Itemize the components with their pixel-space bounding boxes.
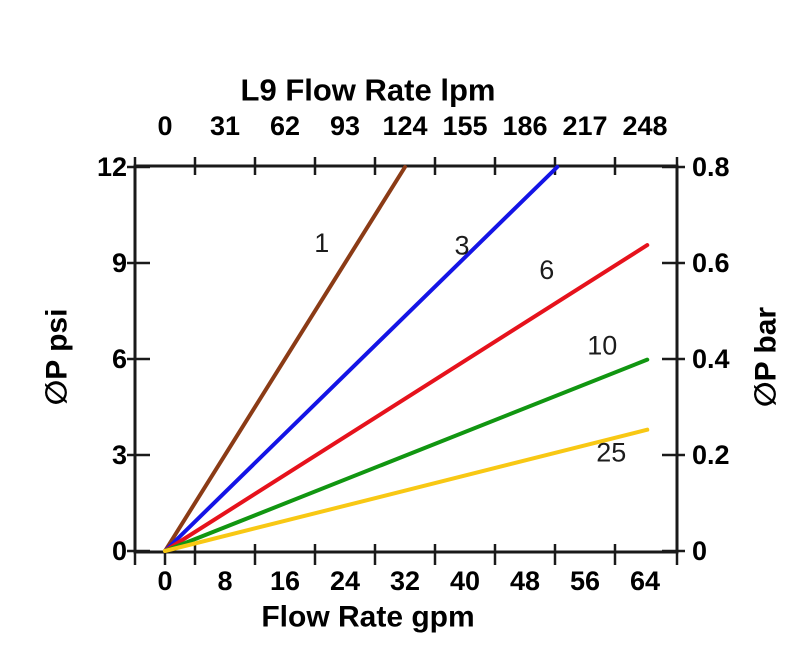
x-top-tick-label: 62 — [270, 111, 300, 141]
x-top-tick-label: 217 — [562, 111, 607, 141]
x-bottom-tick-label: 64 — [630, 566, 660, 596]
y-left-tick-label: 0 — [112, 536, 127, 566]
series-label-1: 1 — [314, 228, 329, 258]
series-label-6: 6 — [539, 255, 554, 285]
y-right-tick-label: 0 — [692, 536, 707, 566]
y-left-tick-label: 6 — [112, 344, 127, 374]
y-left-axis-title: ∅P psi — [41, 309, 74, 406]
x-top-tick-label: 186 — [502, 111, 547, 141]
x-axis-title: Flow Rate gpm — [261, 601, 474, 634]
series-label-25: 25 — [596, 437, 626, 467]
x-bottom-tick-label: 0 — [157, 566, 172, 596]
series-line-1 — [163, 165, 407, 553]
x-top-tick-label: 31 — [210, 111, 240, 141]
y-right-axis-title: ∅P bar — [750, 307, 783, 408]
x-bottom-tick-label: 40 — [450, 566, 480, 596]
x-bottom-tick-label: 16 — [270, 566, 300, 596]
series-line-10 — [163, 357, 650, 553]
y-right-tick-label: 0.8 — [692, 152, 730, 182]
x-bottom-tick-label: 32 — [390, 566, 420, 596]
y-left-tick-label: 12 — [97, 152, 127, 182]
series-line-25 — [163, 427, 650, 553]
series-line-6 — [163, 243, 650, 553]
y-right-tick-label: 0.6 — [692, 248, 730, 278]
y-left-tick-label: 9 — [112, 248, 127, 278]
x-bottom-tick-label: 56 — [570, 566, 600, 596]
series-label-10: 10 — [587, 331, 617, 361]
x-bottom-tick-label: 48 — [510, 566, 540, 596]
x-top-tick-label: 248 — [622, 111, 667, 141]
x-top-tick-label: 0 — [157, 111, 172, 141]
y-left-tick-label: 3 — [112, 440, 127, 470]
y-right-tick-label: 0.4 — [692, 344, 730, 374]
x-top-tick-label: 124 — [382, 111, 427, 141]
x-top-tick-label: 155 — [442, 111, 487, 141]
chart-title: L9 Flow Rate lpm — [241, 73, 496, 108]
y-right-tick-label: 0.2 — [692, 440, 730, 470]
x-top-tick-label: 93 — [330, 111, 360, 141]
series-line-3 — [163, 165, 560, 553]
x-bottom-tick-label: 8 — [217, 566, 232, 596]
x-bottom-tick-label: 24 — [330, 566, 360, 596]
series-label-3: 3 — [454, 230, 469, 260]
